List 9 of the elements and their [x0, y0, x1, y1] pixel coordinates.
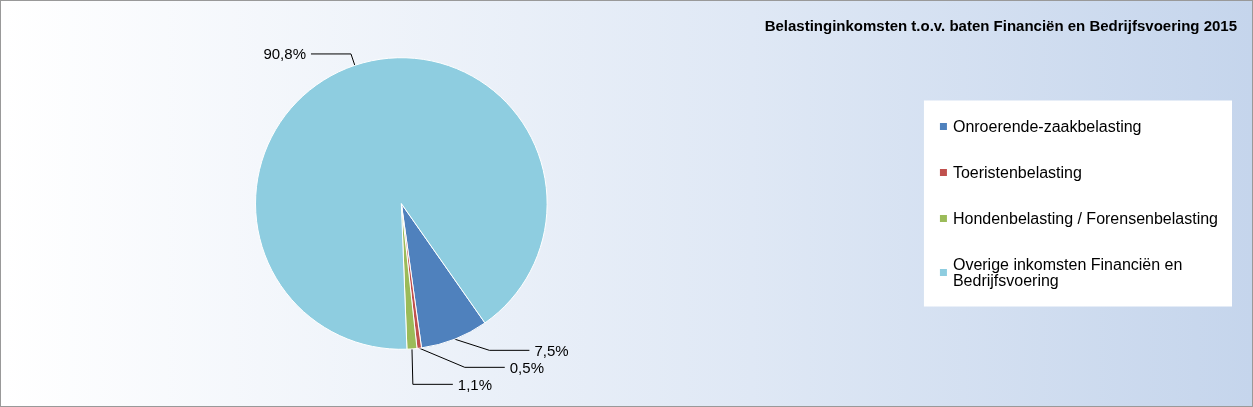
chart-title: Belastinginkomsten t.o.v. baten Financiën en Bedrijfsvoering 2015: [764, 17, 1237, 34]
data-label: 90,8%: [263, 45, 306, 63]
data-label: 1,1%: [457, 375, 493, 393]
data-label: 0,5%: [509, 358, 544, 376]
legend-label: Onroerende-zaakbelasting: [952, 118, 1142, 135]
data-label: 7,5%: [534, 341, 569, 359]
legend-label: Toeristenbelasting: [952, 164, 1082, 181]
legend-label: Hondenbelasting / Forensenbelasting: [952, 210, 1219, 227]
legend-label: Overige inkomsten Financiën en Bedrijfsvoering: [952, 256, 1187, 289]
